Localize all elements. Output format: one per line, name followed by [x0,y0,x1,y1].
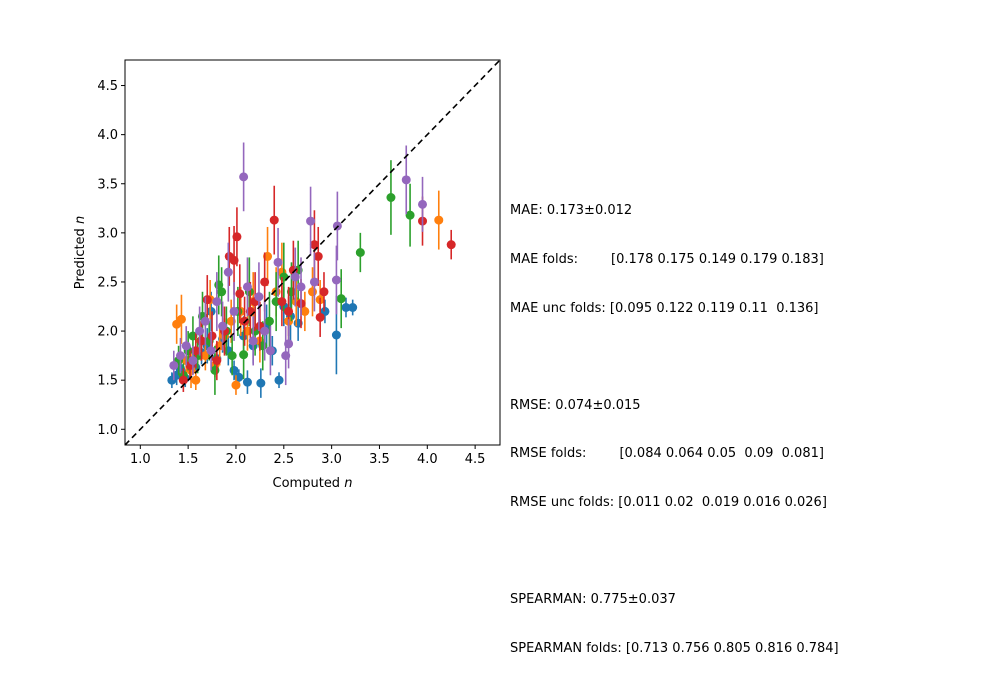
y-tick-label: 3.0 [97,226,118,241]
data-point [277,297,287,307]
x-tick-label: 1.5 [178,452,199,467]
y-axis-label-text: Predicted [73,228,88,289]
y-tick-label: 4.0 [97,128,118,143]
data-point [256,378,266,388]
data-point [239,172,249,182]
data-point [248,336,258,346]
y-axis-label-variable: n [73,216,88,224]
data-point [231,380,241,390]
data-point [309,277,319,287]
x-tick-label: 2.0 [226,452,247,467]
mae-folds: MAE folds: [0.178 0.175 0.149 0.179 0.18… [510,252,824,268]
data-point [206,346,216,356]
data-point [434,215,444,225]
data-point [212,297,222,307]
y-tick-label: 2.5 [97,275,118,290]
data-point [331,275,341,285]
y-tick-label: 4.5 [97,79,118,94]
data-point [202,295,212,305]
x-axis-label: Computed n [273,476,353,491]
mae-summary: MAE: 0.173±0.012 [510,203,633,219]
y-tick-label: 1.5 [97,374,118,389]
data-point [181,341,191,351]
mae-unc-folds: MAE unc folds: [0.095 0.122 0.119 0.11 0… [510,300,819,316]
data-point [315,312,325,322]
data-point [223,267,233,277]
data-point [242,282,252,292]
data-point [308,287,317,297]
data-point [269,215,279,225]
data-point [306,216,316,226]
data-point [229,306,239,316]
data-point [274,375,284,385]
parity-plot: 1.0 1.5 2.0 2.5 3.0 3.5 4.0 4.5 1.0 1.5 2.0 2.5 3.0… [73,59,501,491]
data-point [336,294,346,304]
data-point [232,232,242,242]
data-point [309,240,319,250]
data-point [217,287,227,297]
data-point [175,351,185,361]
data-point [195,326,205,336]
rmse-unc-folds: RMSE unc folds: [0.011 0.02 0.019 0.016 … [510,495,827,511]
data-point [235,289,245,299]
data-point [200,316,210,326]
data-point [218,321,228,331]
data-point [331,330,341,340]
data-point [227,351,237,361]
data-point [188,356,198,366]
x-tick-label: 2.5 [273,452,294,467]
data-point [401,175,411,185]
data-point [176,314,186,324]
y-axis-label: Predicted n [73,216,88,289]
data-point [273,257,283,267]
spearman-summary: SPEARMAN: 0.775±0.037 [510,592,676,608]
data-point [260,277,270,287]
data-point [254,292,264,302]
spearman-folds: SPEARMAN folds: [0.713 0.756 0.805 0.816… [510,640,839,656]
x-tick-label: 4.0 [417,452,438,467]
rmse-folds: RMSE folds: [0.084 0.064 0.05 0.09 0.081… [510,446,824,462]
x-axis-label-variable: n [344,476,352,491]
data-point [341,303,351,312]
x-tick-label: 4.5 [465,452,486,467]
y-tick-label: 3.5 [97,177,118,192]
data-point [265,346,275,356]
rmse-summary: RMSE: 0.074±0.015 [510,397,641,413]
data-point [178,375,188,385]
spacer [510,544,839,560]
data-point [348,303,358,312]
data-point [405,210,415,220]
x-tick-label: 3.5 [369,452,390,467]
spacer [510,349,839,365]
data-point [212,356,222,366]
data-point [290,272,300,282]
data-point [319,287,329,297]
y-tick-label: 1.0 [97,423,118,438]
data-point [191,375,201,385]
series-4 [169,142,428,386]
metrics-panel: MAE: 0.173±0.012 MAE folds: [0.178 0.175… [510,171,839,673]
y-tick-label: 2.0 [97,325,118,340]
data-point [300,306,310,316]
data-point [355,248,365,257]
data-point [169,360,179,370]
data-point [207,331,217,341]
x-tick-label: 3.0 [321,452,342,467]
data-point [206,306,216,316]
x-axis-label-text: Computed [273,476,341,491]
data-point [264,316,274,326]
data-point [260,326,270,336]
x-tick-label: 1.0 [130,452,151,467]
data-point [284,306,294,316]
data-point [239,350,249,360]
data-point [386,193,396,202]
data-point [242,377,252,387]
data-point [446,240,456,250]
data-point [313,251,323,261]
data-point [296,282,306,292]
data-point [284,339,294,349]
data-point [279,272,289,282]
plot-frame [124,59,501,446]
data-point [418,199,428,209]
